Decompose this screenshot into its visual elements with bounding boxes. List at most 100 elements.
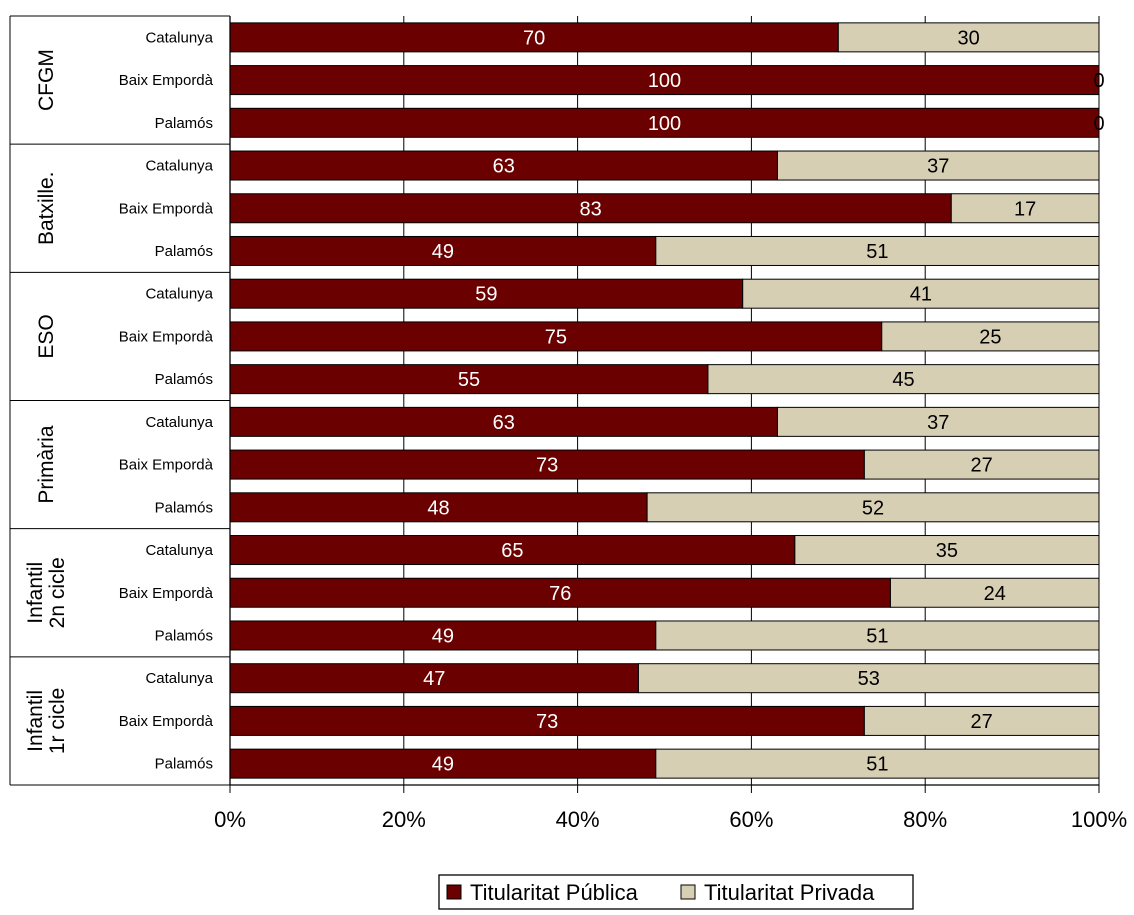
data-label: 27 xyxy=(971,711,993,733)
bar-segment xyxy=(229,449,865,480)
bar-segment xyxy=(950,193,1100,224)
category-label: Baix Empordà xyxy=(119,585,214,602)
category-label: Baix Empordà xyxy=(119,713,214,730)
bar-segment xyxy=(742,278,1100,309)
category-label: Catalunya xyxy=(145,414,213,431)
category-label: Palamós xyxy=(155,115,213,132)
x-tick-label: 20% xyxy=(382,807,426,832)
category-label: Baix Empordà xyxy=(119,200,214,217)
category-label: Baix Empordà xyxy=(119,72,214,89)
data-label: 48 xyxy=(427,497,449,519)
bar-segment xyxy=(229,535,796,566)
data-label: 100 xyxy=(648,113,681,135)
group-label-line: 2n cicle xyxy=(46,557,69,628)
group-label-line: Primària xyxy=(35,425,58,503)
data-label: 83 xyxy=(580,198,602,220)
category-label: Catalunya xyxy=(145,29,213,46)
x-tick-label: 40% xyxy=(556,807,600,832)
bar-segment xyxy=(229,65,1100,96)
bar-segment xyxy=(837,22,1100,53)
legend-label: Titularitat Pública xyxy=(470,880,639,905)
data-label: 30 xyxy=(958,27,980,49)
data-label: 41 xyxy=(910,284,932,306)
bar-segment xyxy=(229,278,744,309)
group-label-line: CFGM xyxy=(35,49,58,111)
x-tick-label: 60% xyxy=(729,807,773,832)
data-label: 100 xyxy=(648,70,681,92)
x-tick-label: 80% xyxy=(903,807,947,832)
gridlines xyxy=(403,16,1100,785)
data-label: 52 xyxy=(862,497,884,519)
data-label: 73 xyxy=(536,455,558,477)
data-label: 59 xyxy=(475,284,497,306)
legend-box xyxy=(438,874,914,910)
bar-segment xyxy=(863,705,1100,736)
data-label: 45 xyxy=(892,369,914,391)
group-label: Batxille. xyxy=(35,171,58,245)
bar-segment xyxy=(794,535,1100,566)
category-label: Baix Empordà xyxy=(119,328,214,345)
group-label-line: Batxille. xyxy=(35,171,58,245)
data-label: 49 xyxy=(432,625,454,647)
bar-segment xyxy=(881,321,1100,352)
bar-segment xyxy=(637,663,1100,694)
data-label: 63 xyxy=(493,412,515,434)
labels: 70 30 100 0 100 0 63 37 83 17 49 51 59 41 75 25 55 45 63 37… xyxy=(24,27,1105,775)
data-label: 75 xyxy=(545,326,567,348)
category-label: Palamós xyxy=(155,371,213,388)
data-label: 73 xyxy=(536,711,558,733)
bar-segment xyxy=(776,150,1100,181)
bar-segment xyxy=(655,748,1100,779)
category-label: Palamós xyxy=(155,756,213,773)
data-label: 0 xyxy=(1093,113,1104,135)
bar-segment xyxy=(229,107,1100,138)
data-label: 53 xyxy=(858,668,880,690)
x-tick-label: 100% xyxy=(1071,807,1127,832)
data-label: 17 xyxy=(1014,198,1036,220)
category-label: Catalunya xyxy=(145,158,213,175)
group-label: Infantil1r cicle xyxy=(24,688,69,755)
legend-swatch xyxy=(680,884,696,900)
group-label: Infantil2n cicle xyxy=(24,557,69,628)
group-label: ESO xyxy=(35,314,58,358)
axes: 0% 20% 40% 60% 80% 100% xyxy=(9,15,1127,832)
data-label: 49 xyxy=(432,754,454,776)
category-label: Catalunya xyxy=(145,286,213,303)
bar-segment xyxy=(229,235,657,266)
bar-segment xyxy=(229,193,952,224)
group-label-line: Infantil xyxy=(24,690,47,752)
bar-segment xyxy=(776,406,1100,437)
bar-segment xyxy=(863,449,1100,480)
category-label: Baix Empordà xyxy=(119,457,214,474)
data-label: 27 xyxy=(971,455,993,477)
data-label: 51 xyxy=(866,625,888,647)
data-label: 25 xyxy=(979,326,1001,348)
x-tick-label: 0% xyxy=(214,807,246,832)
bar-segment xyxy=(229,150,778,181)
data-label: 63 xyxy=(493,156,515,178)
group-label-line: 1r cicle xyxy=(46,688,69,755)
bars xyxy=(229,22,1100,779)
category-label: Palamós xyxy=(155,627,213,644)
bar-segment xyxy=(889,577,1100,608)
bar-segment xyxy=(646,492,1100,523)
bar-segment xyxy=(655,235,1100,266)
data-label: 35 xyxy=(936,540,958,562)
category-label: Catalunya xyxy=(145,542,213,559)
data-label: 37 xyxy=(927,156,949,178)
data-label: 70 xyxy=(523,27,545,49)
group-label: Primària xyxy=(35,425,58,503)
bar-segment xyxy=(229,22,839,53)
data-label: 51 xyxy=(866,754,888,776)
category-label: Catalunya xyxy=(145,670,213,687)
legend-swatch xyxy=(446,884,462,900)
data-label: 51 xyxy=(866,241,888,263)
bar-segment xyxy=(655,620,1100,651)
data-label: 0 xyxy=(1093,70,1104,92)
category-label: Palamós xyxy=(155,499,213,516)
data-label: 37 xyxy=(927,412,949,434)
data-label: 24 xyxy=(984,583,1006,605)
data-label: 49 xyxy=(432,241,454,263)
data-label: 76 xyxy=(549,583,571,605)
